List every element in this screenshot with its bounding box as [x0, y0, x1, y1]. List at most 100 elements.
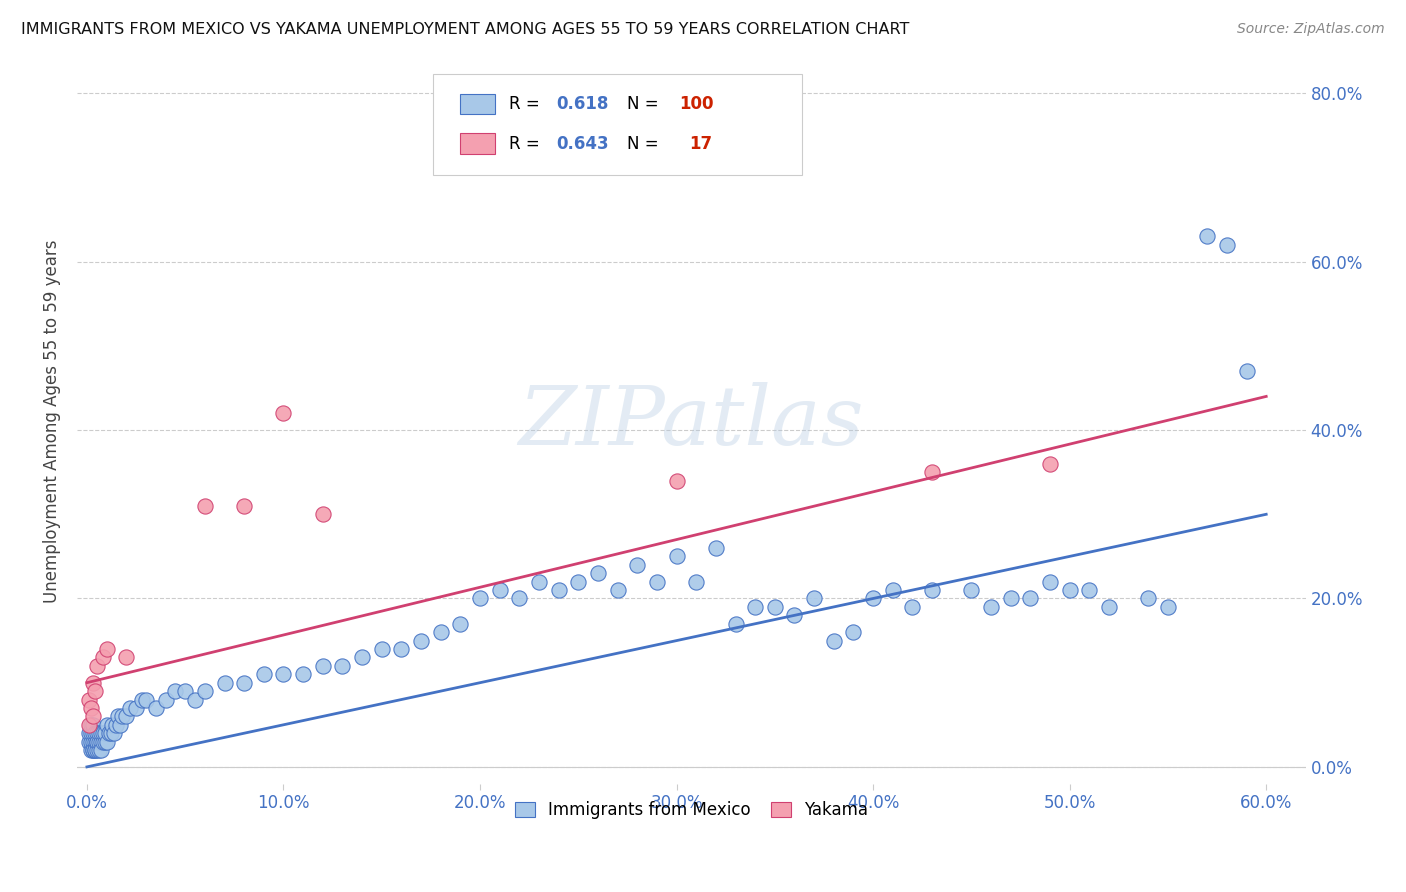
Point: [783, 608, 806, 623]
Point: [214, 675, 236, 690]
Point: [1019, 591, 1042, 606]
Text: Source: ZipAtlas.com: Source: ZipAtlas.com: [1237, 22, 1385, 37]
Point: [253, 667, 276, 681]
Text: R =: R =: [509, 135, 546, 153]
Point: [901, 599, 924, 614]
Text: 17: 17: [689, 135, 711, 153]
Point: [82, 743, 104, 757]
Point: [103, 726, 125, 740]
Point: [83, 726, 105, 740]
Point: [93, 734, 115, 748]
Text: 0.618: 0.618: [557, 95, 609, 112]
Point: [82, 675, 104, 690]
Point: [685, 574, 707, 589]
Point: [120, 701, 142, 715]
Point: [82, 726, 104, 740]
Point: [312, 508, 335, 522]
Point: [312, 658, 335, 673]
Point: [586, 566, 609, 581]
Point: [165, 684, 187, 698]
Text: ZIPatlas: ZIPatlas: [519, 382, 865, 462]
Legend: Immigrants from Mexico, Yakama: Immigrants from Mexico, Yakama: [508, 795, 875, 826]
Point: [145, 701, 167, 715]
Point: [80, 734, 103, 748]
Point: [96, 734, 118, 748]
Point: [704, 541, 727, 555]
Point: [135, 692, 157, 706]
FancyBboxPatch shape: [433, 74, 801, 176]
Point: [921, 583, 943, 598]
Point: [86, 734, 108, 748]
Point: [1197, 229, 1219, 244]
Point: [409, 633, 432, 648]
Point: [724, 616, 747, 631]
Point: [882, 583, 904, 598]
FancyBboxPatch shape: [460, 134, 495, 153]
Point: [86, 658, 108, 673]
Point: [1039, 457, 1062, 471]
Point: [547, 583, 569, 598]
Text: 100: 100: [679, 95, 713, 112]
Point: [155, 692, 177, 706]
Point: [567, 574, 589, 589]
Point: [96, 718, 118, 732]
Point: [87, 734, 110, 748]
Point: [83, 684, 105, 698]
Point: [763, 599, 786, 614]
Point: [77, 726, 100, 740]
Point: [77, 692, 100, 706]
Text: 0.643: 0.643: [557, 135, 609, 153]
Point: [91, 734, 114, 748]
Point: [527, 574, 550, 589]
Point: [665, 549, 688, 564]
Point: [77, 718, 100, 732]
Point: [371, 642, 394, 657]
Point: [87, 743, 110, 757]
Point: [233, 675, 256, 690]
Text: R =: R =: [509, 95, 546, 112]
Point: [468, 591, 491, 606]
Point: [665, 474, 688, 488]
Point: [1098, 599, 1121, 614]
Point: [125, 701, 148, 715]
Point: [77, 734, 100, 748]
Point: [87, 726, 110, 740]
Point: [1039, 574, 1062, 589]
Point: [842, 625, 865, 640]
Point: [862, 591, 884, 606]
Point: [1216, 237, 1239, 252]
Point: [80, 726, 103, 740]
Point: [488, 583, 510, 598]
Point: [429, 625, 451, 640]
Point: [1137, 591, 1160, 606]
Point: [744, 599, 766, 614]
Point: [292, 667, 315, 681]
Point: [980, 599, 1002, 614]
Point: [184, 692, 207, 706]
Point: [101, 718, 124, 732]
Point: [80, 701, 103, 715]
Point: [389, 642, 412, 657]
Point: [83, 743, 105, 757]
Text: N =: N =: [627, 95, 664, 112]
Point: [332, 658, 354, 673]
Point: [803, 591, 825, 606]
Point: [91, 726, 114, 740]
Point: [645, 574, 668, 589]
Point: [626, 558, 648, 572]
Point: [93, 726, 115, 740]
Point: [921, 465, 943, 479]
Point: [115, 650, 138, 665]
Point: [115, 709, 138, 723]
Point: [86, 743, 108, 757]
Point: [273, 667, 295, 681]
Point: [90, 734, 112, 748]
Point: [82, 743, 104, 757]
Point: [449, 616, 471, 631]
Point: [86, 734, 108, 748]
Point: [233, 499, 256, 513]
Point: [105, 718, 128, 732]
Point: [273, 406, 295, 420]
Point: [508, 591, 530, 606]
Point: [960, 583, 983, 598]
